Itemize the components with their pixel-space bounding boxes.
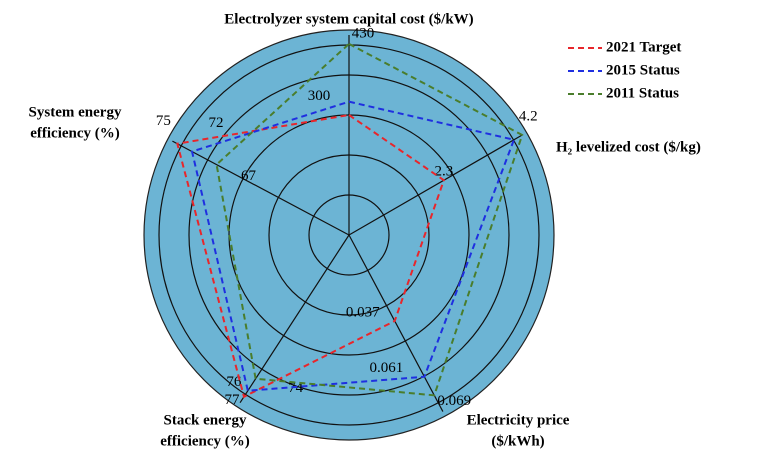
tick-label: 67	[241, 168, 257, 184]
tick-label: 430	[352, 25, 375, 41]
axis-label: ($/kWh)	[491, 433, 544, 449]
tick-label: 0.061	[369, 360, 403, 376]
axis-label: Electricity price	[467, 412, 570, 428]
series-polygon	[190, 100, 516, 392]
axis-line	[172, 140, 350, 236]
axis-label: efficiency (%)	[30, 125, 120, 141]
series-polygon	[215, 42, 524, 397]
tick-label: 74	[288, 380, 304, 396]
tick-label: 2.3	[434, 164, 453, 180]
axis-label: System energy	[29, 104, 122, 120]
legend-label: 2011 Status	[606, 85, 679, 101]
series-polygon	[176, 113, 446, 399]
axis-label: Stack energy	[164, 412, 247, 428]
tick-label: 0.069	[437, 393, 471, 409]
tick-label: 72	[209, 115, 224, 131]
tick-label: 0.037	[346, 304, 380, 320]
tick-label: 76	[226, 374, 242, 390]
tick-label: 75	[156, 113, 171, 129]
axis-label: efficiency (%)	[160, 433, 250, 449]
legend-label: 2021 Target	[606, 39, 681, 55]
axis-line	[239, 234, 350, 404]
axis-line	[348, 234, 444, 412]
tick-label: 300	[308, 88, 331, 104]
legend-label: 2015 Status	[606, 62, 680, 78]
axis-label: H₂ levelized cost ($/kg)	[556, 139, 701, 155]
axis-line	[348, 134, 523, 236]
axis-label: Electrolyzer system capital cost ($/kW)	[224, 11, 473, 27]
tick-label: 77	[224, 392, 240, 408]
tick-label: 4.2	[519, 108, 538, 124]
